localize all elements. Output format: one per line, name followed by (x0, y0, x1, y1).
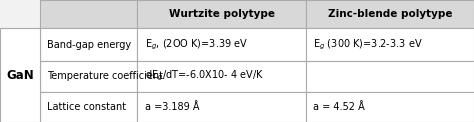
Bar (306, 28, 474, 61)
Text: dE$_g$/dT=-6.0X10- 4 eV/K: dE$_g$/dT=-6.0X10- 4 eV/K (145, 69, 264, 83)
Text: E$_g$ (300 K)=3.2-3.3 eV: E$_g$ (300 K)=3.2-3.3 eV (313, 37, 422, 52)
Text: Lattice constant: Lattice constant (47, 102, 127, 112)
Bar (137, 92, 306, 122)
Bar (306, 61, 474, 92)
Bar (137, 0, 306, 28)
Bar (306, 92, 474, 122)
Bar (0, 28, 40, 122)
Text: Wurtzite polytype: Wurtzite polytype (169, 9, 274, 19)
Bar (40, 61, 137, 92)
Bar (40, 28, 137, 61)
Text: GaN: GaN (6, 69, 34, 81)
Text: Temperature coefficient: Temperature coefficient (47, 71, 164, 81)
Bar (137, 61, 306, 92)
Text: a =3.189 Å: a =3.189 Å (145, 102, 199, 112)
Bar (306, 0, 474, 28)
Bar (137, 28, 306, 61)
Text: E$_g$, (2OO K)=3.39 eV: E$_g$, (2OO K)=3.39 eV (145, 37, 248, 52)
Text: Zinc-blende polytype: Zinc-blende polytype (328, 9, 452, 19)
Text: a = 4.52 Å: a = 4.52 Å (313, 102, 365, 112)
Bar (40, 92, 137, 122)
Bar (40, 0, 137, 28)
Text: Band-gap energy: Band-gap energy (47, 40, 131, 50)
